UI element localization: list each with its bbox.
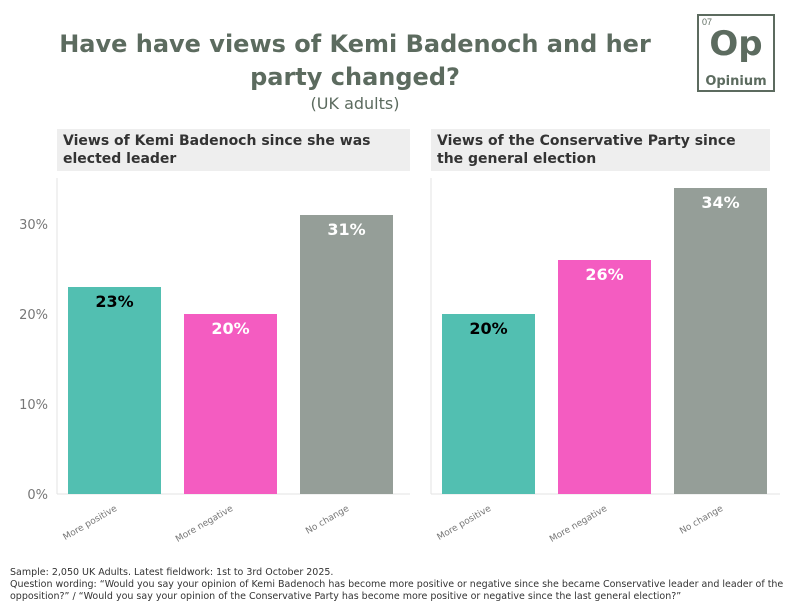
y-tick-label-0-3: 30% xyxy=(19,218,48,233)
panel-title-badenoch: Views of Kemi Badenoch since she was ele… xyxy=(57,129,410,171)
x-tick-label-0-1: More negative xyxy=(174,504,235,545)
data-label-0-1: 20% xyxy=(211,319,249,338)
y-tick-label-0-2: 20% xyxy=(19,308,48,323)
bar-0-1 xyxy=(184,314,277,494)
opinium-logo: 07 Op Opinium xyxy=(697,14,775,92)
data-label-1-1: 26% xyxy=(585,265,623,284)
logo-word: Opinium xyxy=(705,74,767,89)
bar-1-0 xyxy=(442,314,535,494)
logo-number: 07 xyxy=(702,17,713,27)
x-tick-label-1-0: More positive xyxy=(436,504,494,543)
x-tick-label-0-0: More positive xyxy=(62,504,120,543)
bar-0-0 xyxy=(68,287,161,494)
y-tick-label-0-1: 10% xyxy=(19,398,48,413)
data-label-0-0: 23% xyxy=(95,292,133,311)
panel-title-conservatives: Views of the Conservative Party since th… xyxy=(431,129,770,171)
data-label-1-2: 34% xyxy=(701,193,739,212)
x-tick-label-1-2: No change xyxy=(678,504,725,537)
data-label-0-2: 31% xyxy=(327,220,365,239)
footer-sample: Sample: 2,050 UK Adults. Latest fieldwor… xyxy=(10,567,334,578)
y-tick-label-0-0: 0% xyxy=(27,488,48,503)
footer-question: Question wording: “Would you say your op… xyxy=(10,579,784,602)
chart-subtitle: (UK adults) xyxy=(310,94,400,113)
bar-charts: 0% 10% 20% 30% 23% More positive 20% More negat… xyxy=(19,178,780,545)
x-tick-label-1-1: More negative xyxy=(548,504,609,545)
bar-1-2 xyxy=(674,188,767,494)
x-tick-label-0-2: No change xyxy=(304,504,351,537)
bar-0-2 xyxy=(300,215,393,494)
chart-title: Have have views of Kemi Badenoch and her… xyxy=(59,30,651,91)
footer: Sample: 2,050 UK Adults. Latest fieldwor… xyxy=(10,567,790,603)
logo-symbol: Op xyxy=(709,24,763,64)
data-label-1-0: 20% xyxy=(469,319,507,338)
bar-1-1 xyxy=(558,260,651,494)
